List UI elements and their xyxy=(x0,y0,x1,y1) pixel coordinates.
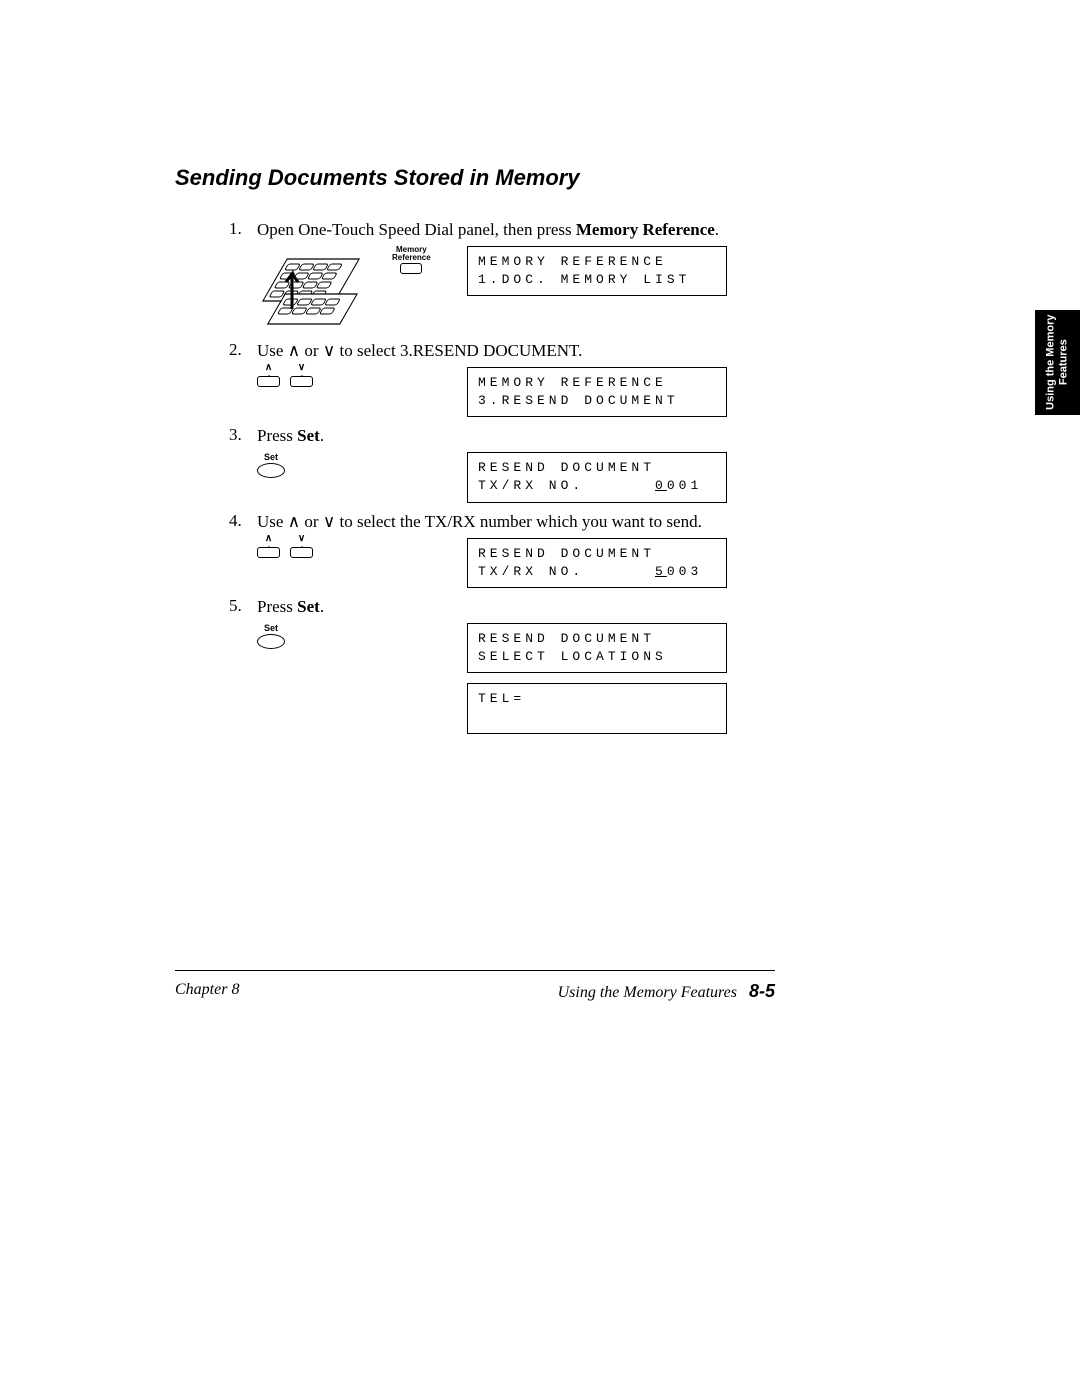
step-icons: Memory Reference xyxy=(257,246,457,326)
step-text: Press Set. xyxy=(257,425,905,448)
lcd-display: MEMORY REFERENCE 1.DOC. MEMORY LIST xyxy=(467,246,727,296)
step-number: 1. xyxy=(229,219,242,239)
text-fragment: or xyxy=(300,341,323,360)
lcd-line: RESEND DOCUMENT xyxy=(478,460,655,475)
lcd-line: RESEND DOCUMENT xyxy=(478,631,655,646)
text-fragment: Press xyxy=(257,426,297,445)
lcd-line: 1.DOC. MEMORY LIST xyxy=(478,272,690,287)
step-number: 4. xyxy=(229,511,242,531)
lcd-line: MEMORY REFERENCE xyxy=(478,254,667,269)
down-arrow-button-icon: ∨ xyxy=(290,538,313,560)
down-symbol: ∨ xyxy=(323,341,335,360)
lcd-display: TEL= xyxy=(467,683,727,733)
button-label: Reference xyxy=(392,254,431,262)
step-1: 1. Open One-Touch Speed Dial panel, then… xyxy=(257,219,905,332)
lcd-line-left: TX/RX NO. xyxy=(478,478,584,493)
lcd-line: TEL= xyxy=(478,691,525,706)
text-fragment: to select the TX/RX number which you wan… xyxy=(335,512,702,531)
step-body: Memory Reference MEMORY REFERENCE 1.DOC.… xyxy=(257,246,905,332)
step-body: Set RESEND DOCUMENT SELECT LOCATIONS TEL… xyxy=(257,623,905,734)
text-fragment: Open One-Touch Speed Dial panel, then pr… xyxy=(257,220,576,239)
lcd-underline-char: 0 xyxy=(655,478,667,493)
bold-text: Memory Reference xyxy=(576,220,715,239)
step-icons: Set xyxy=(257,452,457,478)
steps-list: 1. Open One-Touch Speed Dial panel, then… xyxy=(175,219,905,734)
lcd-line xyxy=(478,709,490,724)
section-title: Sending Documents Stored in Memory xyxy=(175,165,905,191)
text-fragment: . xyxy=(320,426,324,445)
set-button-icon: Set xyxy=(257,452,285,478)
lcd-display: RESEND DOCUMENT TX/RX NO. 0001 xyxy=(467,452,727,502)
page-content: Sending Documents Stored in Memory 1. Op… xyxy=(175,165,905,742)
text-fragment: Use xyxy=(257,341,288,360)
speed-dial-panel-icon xyxy=(257,246,372,326)
step-text: Press Set. xyxy=(257,596,905,619)
step-text: Use ∧ or ∨ to select the TX/RX number wh… xyxy=(257,511,905,534)
lcd-display: MEMORY REFERENCE 3.RESEND DOCUMENT xyxy=(467,367,727,417)
chapter-tab: Using the Memory Features xyxy=(1035,310,1080,415)
lcd-column: RESEND DOCUMENT SELECT LOCATIONS TEL= xyxy=(467,623,905,734)
lcd-column: MEMORY REFERENCE 3.RESEND DOCUMENT xyxy=(467,367,905,417)
tab-label: Using the Memory Features xyxy=(1044,315,1070,410)
button-label: Set xyxy=(264,623,278,633)
bold-text: Set xyxy=(297,426,320,445)
down-arrow-button-icon: ∨ xyxy=(290,367,313,389)
text-fragment: . xyxy=(320,597,324,616)
lcd-column: RESEND DOCUMENT TX/RX NO. 5003 xyxy=(467,538,905,588)
lcd-line: RESEND DOCUMENT xyxy=(478,546,655,561)
text-fragment: . xyxy=(715,220,719,239)
step-4: 4. Use ∧ or ∨ to select the TX/RX number… xyxy=(257,511,905,588)
lcd-line: MEMORY REFERENCE xyxy=(478,375,667,390)
step-icons: ∧ ∨ xyxy=(257,538,457,560)
footer-chapter: Chapter 8 xyxy=(175,981,239,1002)
step-icons: Set xyxy=(257,623,457,649)
text-fragment: Use xyxy=(257,512,288,531)
up-symbol: ∧ xyxy=(288,512,300,531)
page-footer: Chapter 8 Using the Memory Features 8-5 xyxy=(175,970,775,1002)
footer-right: Using the Memory Features 8-5 xyxy=(558,981,775,1002)
memory-reference-button-icon: Memory Reference xyxy=(392,246,431,274)
lcd-column: MEMORY REFERENCE 1.DOC. MEMORY LIST xyxy=(467,246,905,296)
step-3: 3. Press Set. Set RESEND DOCUMENT TX/RX … xyxy=(257,425,905,502)
page-number: 8-5 xyxy=(749,981,775,1002)
lcd-display: RESEND DOCUMENT SELECT LOCATIONS xyxy=(467,623,727,673)
lcd-underline-char: 5 xyxy=(655,564,667,579)
step-body: ∧ ∨ RESEND DOCUMENT TX/RX NO. 5003 xyxy=(257,538,905,588)
step-text: Use ∧ or ∨ to select 3.RESEND DOCUMENT. xyxy=(257,340,905,363)
step-text: Open One-Touch Speed Dial panel, then pr… xyxy=(257,219,905,242)
up-symbol: ∧ xyxy=(288,341,300,360)
step-number: 3. xyxy=(229,425,242,445)
step-icons: ∧ ∨ xyxy=(257,367,457,389)
lcd-line-right: 001 xyxy=(667,478,702,493)
lcd-line-right: 003 xyxy=(667,564,702,579)
button-label: Set xyxy=(264,452,278,462)
step-5: 5. Press Set. Set RESEND DOCUMENT SELECT… xyxy=(257,596,905,734)
text-fragment: Press xyxy=(257,597,297,616)
bold-text: Set xyxy=(297,597,320,616)
step-number: 2. xyxy=(229,340,242,360)
step-body: ∧ ∨ MEMORY REFERENCE 3.RESEND DOCUMENT xyxy=(257,367,905,417)
set-button-icon: Set xyxy=(257,623,285,649)
down-symbol: ∨ xyxy=(323,512,335,531)
step-body: Set RESEND DOCUMENT TX/RX NO. 0001 xyxy=(257,452,905,502)
step-number: 5. xyxy=(229,596,242,616)
text-fragment: to select 3.RESEND DOCUMENT. xyxy=(335,341,582,360)
text-fragment: or xyxy=(300,512,323,531)
up-arrow-button-icon: ∧ xyxy=(257,367,280,389)
lcd-line: 3.RESEND DOCUMENT xyxy=(478,393,679,408)
step-2: 2. Use ∧ or ∨ to select 3.RESEND DOCUMEN… xyxy=(257,340,905,417)
lcd-line-left: TX/RX NO. xyxy=(478,564,584,579)
footer-section-title: Using the Memory Features xyxy=(558,984,737,1002)
lcd-display: RESEND DOCUMENT TX/RX NO. 5003 xyxy=(467,538,727,588)
lcd-column: RESEND DOCUMENT TX/RX NO. 0001 xyxy=(467,452,905,502)
up-arrow-button-icon: ∧ xyxy=(257,538,280,560)
lcd-line: SELECT LOCATIONS xyxy=(478,649,667,664)
